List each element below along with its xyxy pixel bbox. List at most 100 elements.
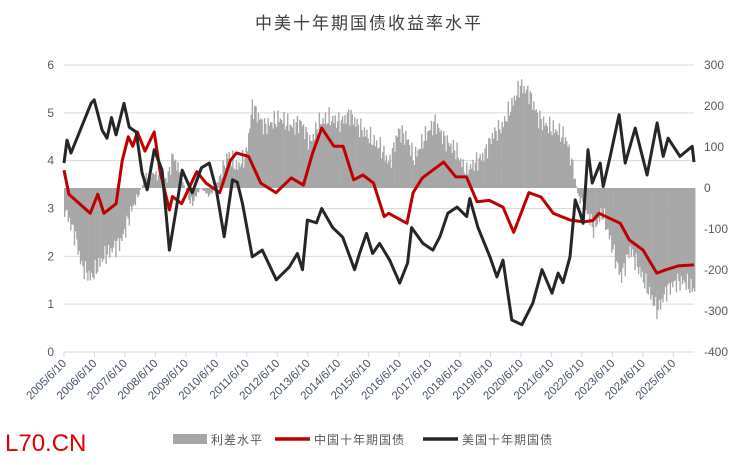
spread-bar xyxy=(594,188,596,217)
spread-bar xyxy=(66,188,68,210)
spread-bar xyxy=(391,148,394,188)
spread-bar xyxy=(313,139,316,188)
right-tick-label: 100 xyxy=(704,140,724,154)
spread-bar xyxy=(670,188,673,283)
spread-bar xyxy=(503,116,506,188)
spread-bar xyxy=(478,157,480,188)
spread-bar xyxy=(182,182,184,188)
spread-bar xyxy=(117,188,120,238)
spread-bar xyxy=(661,188,663,299)
spread-bar xyxy=(237,169,239,188)
spread-bar xyxy=(133,188,135,205)
spread-bar xyxy=(372,144,374,188)
spread-bar xyxy=(590,188,592,214)
spread-bar xyxy=(123,188,126,229)
spread-bar xyxy=(74,188,77,232)
spread-bar xyxy=(338,112,340,188)
spread-bar xyxy=(694,188,696,292)
spread-bar xyxy=(374,146,377,188)
spread-bar xyxy=(315,122,317,188)
spread-bar xyxy=(116,188,118,241)
spread-bar xyxy=(539,110,541,188)
spread-bar xyxy=(600,188,602,209)
spread-bar xyxy=(407,139,410,188)
spread-bar xyxy=(135,188,138,195)
spread-bar xyxy=(219,174,222,188)
spread-bar xyxy=(421,133,423,188)
spread-bar xyxy=(284,129,286,188)
spread-bar xyxy=(686,188,689,274)
spread-bar xyxy=(472,159,474,188)
spread-bar xyxy=(617,188,619,264)
spread-bar xyxy=(602,188,605,220)
spread-bar xyxy=(170,175,172,188)
spread-bar xyxy=(205,188,207,194)
spread-bar xyxy=(332,115,334,188)
spread-bar xyxy=(282,123,284,188)
left-tick-label: 1 xyxy=(47,297,54,311)
spread-bar xyxy=(65,188,67,211)
spread-bar xyxy=(98,188,100,258)
spread-bar xyxy=(683,188,685,281)
spread-bar xyxy=(257,112,260,188)
spread-bar xyxy=(561,137,563,188)
spread-bar xyxy=(244,157,246,188)
spread-bar xyxy=(364,136,367,188)
spread-bar xyxy=(642,188,645,283)
spread-bar xyxy=(239,166,241,188)
spread-bar xyxy=(112,188,115,248)
spread-bar xyxy=(230,166,233,188)
chart-title: 中美十年期国债收益率水平 xyxy=(255,14,483,34)
spread-bar xyxy=(619,188,622,273)
spread-bar xyxy=(156,180,159,188)
spread-bar xyxy=(479,154,481,188)
spread-bar xyxy=(324,112,327,188)
spread-bar xyxy=(412,160,414,188)
spread-bar xyxy=(609,188,612,236)
spread-bar xyxy=(120,188,122,239)
spread-bar xyxy=(433,121,435,188)
spread-bar xyxy=(177,161,179,188)
spread-bar xyxy=(509,111,512,188)
spread-bar xyxy=(618,188,620,276)
spread-bar xyxy=(172,154,174,188)
spread-bar xyxy=(546,126,548,188)
spread-bar xyxy=(608,188,611,240)
spread-bar xyxy=(474,162,477,188)
spread-bar xyxy=(199,188,201,190)
spread-bar xyxy=(240,163,243,188)
spread-bar xyxy=(657,188,659,310)
spread-bar xyxy=(246,151,249,188)
spread-bar xyxy=(96,188,99,272)
spread-bar xyxy=(216,182,218,188)
left-tick-label: 3 xyxy=(47,202,54,216)
spread-bar xyxy=(143,182,145,188)
spread-bar xyxy=(373,134,375,188)
spread-bar xyxy=(524,93,527,188)
spread-bar xyxy=(536,112,539,188)
spread-bar xyxy=(525,89,528,188)
spread-bar xyxy=(369,126,372,188)
spread-bar xyxy=(84,188,87,262)
spread-bar xyxy=(663,188,665,295)
spread-bar xyxy=(106,188,109,255)
spread-bar xyxy=(266,134,268,188)
spread-bar xyxy=(101,188,104,263)
spread-bar xyxy=(492,138,495,188)
spread-bar xyxy=(160,181,162,188)
watermark: L70.CN xyxy=(5,430,86,457)
spread-bar xyxy=(99,188,101,267)
spread-bar xyxy=(290,125,293,188)
spread-bar xyxy=(279,118,282,188)
spread-bar xyxy=(334,115,336,188)
spread-bar xyxy=(151,172,154,188)
spread-bar xyxy=(85,188,88,273)
spread-bar xyxy=(518,97,520,188)
spread-bar xyxy=(295,122,297,188)
spread-bar xyxy=(235,160,238,188)
spread-bar xyxy=(251,99,254,188)
spread-bar xyxy=(438,127,440,188)
spread-bar xyxy=(274,123,277,188)
spread-bar xyxy=(363,127,366,188)
spread-bar xyxy=(488,138,490,188)
